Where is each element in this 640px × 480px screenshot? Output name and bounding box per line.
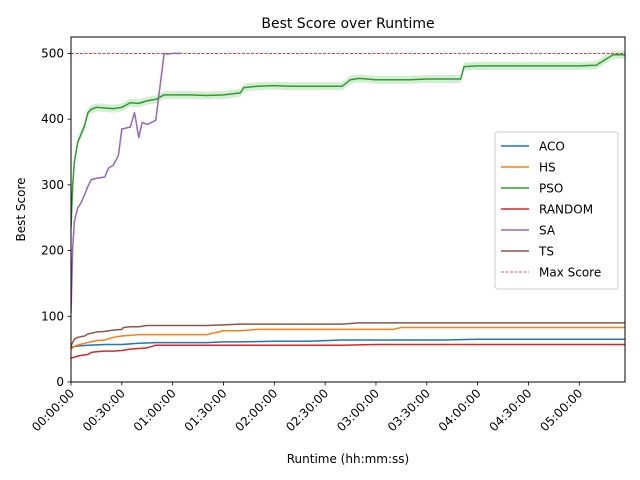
y-tick-label: 500 bbox=[41, 46, 64, 60]
legend-label-hs: HS bbox=[539, 161, 556, 175]
x-axis-title: Runtime (hh:mm:ss) bbox=[287, 452, 409, 466]
y-tick-label: 200 bbox=[41, 244, 64, 258]
series-ts-line bbox=[71, 322, 625, 347]
series-random-line bbox=[71, 343, 625, 360]
y-tick-label: 300 bbox=[41, 178, 64, 192]
legend-label-aco: ACO bbox=[539, 140, 565, 154]
series-aco-line bbox=[71, 338, 625, 348]
series-layer bbox=[71, 50, 625, 360]
legend-label-pso: PSO bbox=[539, 182, 563, 196]
legend-label-random: RANDOM bbox=[539, 203, 593, 217]
y-tick-label: 400 bbox=[41, 112, 64, 126]
plot-frame bbox=[70, 36, 626, 383]
series-hs-line bbox=[71, 326, 625, 350]
chart-title: Best Score over Runtime bbox=[261, 16, 434, 32]
y-tick-label: 100 bbox=[41, 309, 64, 323]
legend-box bbox=[494, 131, 619, 290]
legend-label-ts: TS bbox=[538, 245, 554, 259]
axes-layer bbox=[70, 36, 626, 383]
y-axis-ticks: 0 100 200 300 400 500 bbox=[41, 46, 71, 389]
series-sa-line bbox=[71, 52, 182, 314]
y-tick-label: 0 bbox=[56, 375, 64, 389]
series-pso-line bbox=[71, 53, 625, 228]
legend-label-sa: SA bbox=[539, 224, 556, 238]
y-axis-title: Best Score bbox=[14, 178, 28, 242]
legend: ACO HS PSO RANDOM SA TS Max Score bbox=[494, 131, 619, 290]
plot-area bbox=[71, 50, 625, 360]
legend-label-max-score: Max Score bbox=[539, 266, 601, 280]
